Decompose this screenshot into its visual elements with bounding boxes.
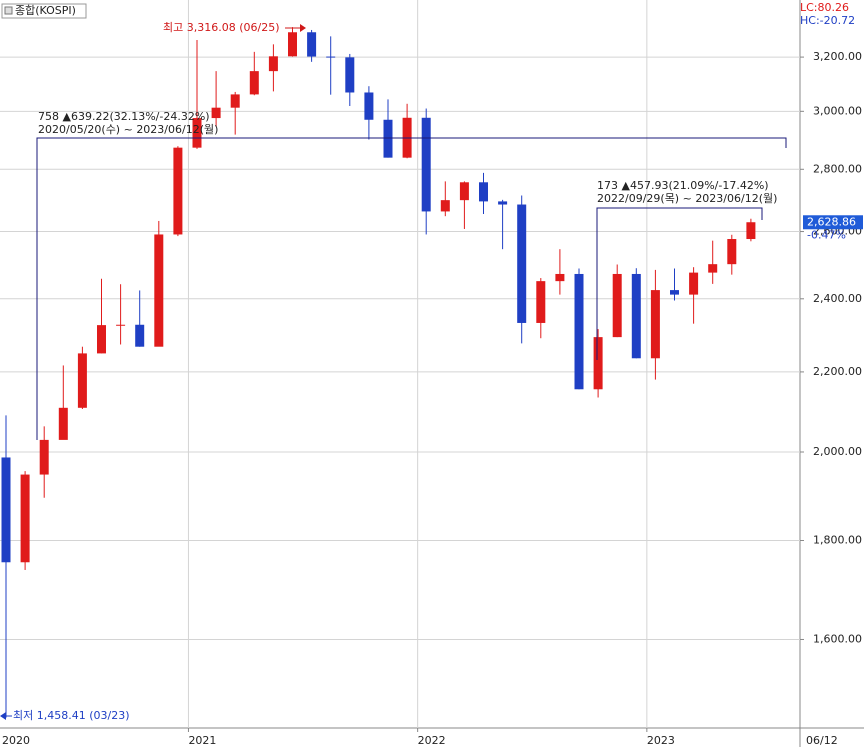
range-1-bracket — [36, 137, 787, 440]
y-tick-label: 2,400.00 — [813, 292, 862, 305]
last-price-tag — [803, 215, 863, 230]
candle-body — [650, 290, 660, 359]
candle-body — [593, 337, 603, 390]
candle-body — [116, 324, 126, 326]
range-2-dates: 2022/09/29(목) ~ 2023/06/12(월) — [597, 192, 777, 205]
candle-body — [517, 204, 527, 323]
candle-body — [211, 107, 221, 119]
range-1-dates: 2020/05/20(수) ~ 2023/06/12(월) — [38, 123, 218, 136]
candle-body — [77, 353, 87, 408]
low-arrow-head — [0, 712, 6, 720]
candle-body — [689, 272, 699, 295]
candle-body — [536, 281, 546, 323]
last-change: -0.47% — [807, 228, 846, 241]
y-tick-label: 1,600.00 — [813, 632, 862, 645]
candle-body — [746, 222, 756, 240]
candle-body — [479, 182, 488, 202]
range-1-text: 758 ▲639.22(32.13%/-24.32%) — [38, 110, 210, 123]
candle-body — [135, 324, 145, 347]
x-tick-label: 2020 — [2, 734, 30, 747]
candle-body — [574, 273, 584, 390]
candle-body — [459, 182, 469, 201]
candle-body — [39, 439, 49, 475]
high-arrow-head — [300, 24, 306, 32]
candle-body — [708, 264, 718, 273]
candle-body — [268, 56, 278, 72]
grid — [0, 0, 800, 728]
candle-body — [249, 71, 259, 95]
candle-body — [631, 273, 641, 359]
y-tick-label: 1,800.00 — [813, 534, 862, 547]
candle-body — [230, 94, 240, 108]
candle-body — [326, 56, 336, 58]
candle-body — [498, 201, 508, 205]
y-tick-label: 2,000.00 — [813, 445, 862, 458]
y-tick-label: 2,200.00 — [813, 365, 862, 378]
title-box — [1, 3, 87, 19]
candle-body — [612, 273, 622, 338]
low-annotation: 최저 1,458.41 (03/23) — [13, 709, 130, 722]
candle-body — [192, 118, 202, 148]
x-tick-label: 2023 — [647, 734, 675, 747]
title-icon — [4, 6, 13, 15]
candle-body — [307, 32, 317, 57]
candle-body — [670, 290, 679, 295]
candle-body — [440, 200, 450, 212]
candles — [1, 27, 756, 718]
candle-body — [727, 239, 737, 265]
candle-body — [1, 457, 11, 563]
candle-body — [364, 92, 374, 120]
high-annotation: 최고 3,316.08 (06/25) — [163, 21, 280, 34]
candle-body — [421, 117, 431, 212]
candle-body — [383, 119, 393, 158]
last-price-label: 2,628.86 — [807, 215, 856, 228]
x-end-label: 06/12 — [806, 734, 838, 747]
candle-body — [345, 57, 355, 93]
range-2-text: 173 ▲457.93(21.09%/-17.42%) — [597, 179, 769, 192]
candle-body — [555, 273, 565, 282]
x-tick-label: 2022 — [418, 734, 446, 747]
chart-title: 종합(KOSPI) — [15, 4, 76, 17]
range-2-bracket — [596, 207, 763, 360]
indicator-hc: HC:-20.72 — [800, 14, 855, 27]
candle-body — [173, 147, 183, 235]
candle-body — [20, 474, 30, 563]
candle-body — [58, 407, 68, 440]
indicator-lc: LC:80.26 — [800, 1, 849, 14]
y-tick-label: 3,200.00 — [813, 50, 862, 63]
x-tick-label: 2021 — [188, 734, 216, 747]
candle-body — [154, 234, 164, 347]
candle-body — [288, 32, 297, 57]
y-tick-label: 2,800.00 — [813, 162, 862, 175]
candle-body — [97, 325, 106, 354]
y-tick-label: 3,000.00 — [813, 104, 862, 117]
